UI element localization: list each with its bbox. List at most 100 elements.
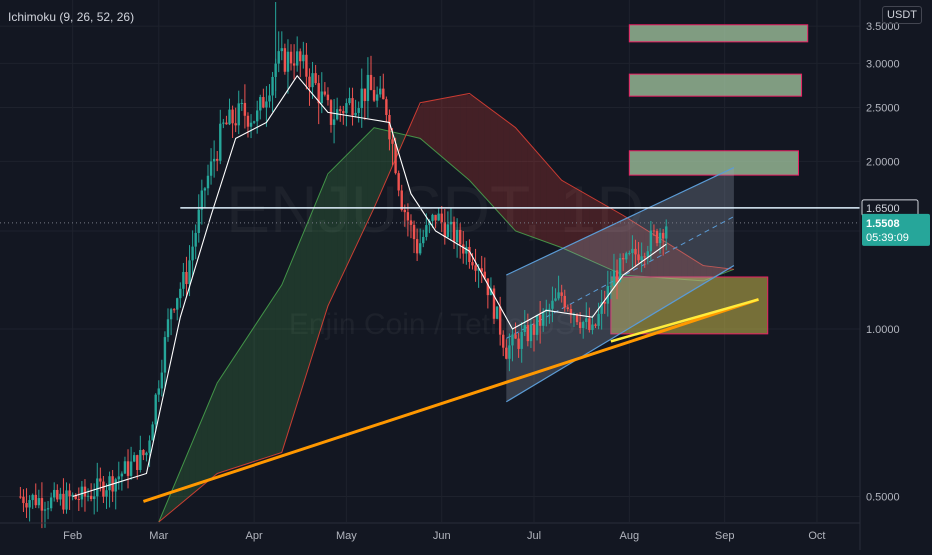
candle-body	[431, 214, 434, 221]
candle-body	[255, 110, 259, 122]
candle-body	[252, 121, 256, 123]
candle-body	[46, 508, 50, 510]
cloud-segment	[294, 240, 301, 414]
candle-body	[332, 119, 336, 125]
candle-body	[523, 325, 526, 333]
candle-body	[148, 440, 151, 453]
cloud-segment	[521, 134, 528, 236]
target-zones	[628, 24, 809, 176]
candle-body	[197, 209, 200, 233]
candle-body	[532, 324, 536, 335]
candle-body	[609, 285, 613, 287]
candle-body	[74, 494, 77, 500]
x-tick-label: Aug	[620, 530, 640, 542]
cloud-segment	[693, 259, 701, 281]
candle-body	[142, 449, 145, 456]
candle-body	[597, 313, 600, 326]
candle-body	[56, 489, 59, 500]
candle-body	[538, 315, 542, 326]
candle-body	[225, 122, 228, 125]
candle-body	[652, 230, 656, 232]
candle-body	[271, 76, 274, 96]
candle-body	[194, 232, 197, 247]
cloud-segment	[675, 248, 682, 280]
candle-body	[440, 213, 443, 223]
candle-body	[634, 248, 637, 255]
cloud-segment	[207, 390, 215, 482]
candle-body	[126, 461, 130, 476]
candle-body	[560, 292, 563, 296]
candle-body	[618, 257, 622, 282]
candle-body	[259, 97, 262, 111]
candle-body	[292, 63, 296, 66]
candle-body	[425, 225, 428, 237]
candle-body	[151, 424, 154, 441]
candle-body	[308, 76, 311, 88]
cloud-segment	[558, 176, 565, 250]
cloud-segment	[177, 463, 184, 507]
cloud-segment	[429, 99, 436, 152]
candle-body	[409, 220, 413, 225]
cloud-segment	[472, 95, 479, 191]
cloud-segment	[220, 368, 227, 473]
candle-body	[594, 324, 597, 326]
candle-body	[216, 158, 219, 161]
cloud-segment	[706, 265, 713, 280]
cloud-segment	[226, 359, 233, 471]
cloud-segment	[533, 148, 541, 240]
candle-body	[222, 122, 225, 124]
candle-body	[172, 309, 176, 311]
candle-body	[89, 495, 93, 499]
candle-body	[179, 288, 182, 299]
cloud-segment	[410, 109, 418, 138]
candle-body	[357, 108, 360, 113]
candle-body	[382, 88, 385, 100]
y-tick-label: 0.5000	[866, 492, 900, 504]
candle-body	[517, 338, 520, 349]
candle-body	[502, 334, 505, 348]
candle-body	[606, 286, 610, 304]
indicator-label[interactable]: Ichimoku (9, 26, 52, 26)	[8, 10, 135, 24]
candle-body	[480, 268, 483, 272]
x-axis[interactable]: Feb Mar Apr May Jun Jul Aug Sep Oct	[0, 522, 860, 542]
candle-body	[508, 345, 511, 359]
current-price-box	[862, 213, 930, 246]
candle-body	[166, 319, 170, 338]
currency-button[interactable]: USDT	[882, 6, 922, 24]
candle-body	[283, 48, 287, 72]
cloud-segment	[460, 93, 467, 178]
cloud-segment	[484, 104, 491, 204]
x-tick-label: Mar	[149, 530, 168, 542]
cloud-segment	[287, 255, 295, 433]
candle-body	[86, 495, 90, 497]
candle-body	[34, 494, 37, 506]
cloud-segment	[355, 139, 362, 248]
candle-body	[603, 302, 606, 304]
candle-body	[415, 239, 419, 254]
candle-body	[326, 94, 330, 101]
candle-body	[169, 309, 173, 320]
candle-body	[289, 51, 293, 64]
cloud-segment	[275, 284, 282, 455]
candle-body	[526, 325, 530, 342]
cloud-segment	[447, 96, 455, 168]
candle-body	[277, 51, 280, 64]
cloud-segment	[374, 127, 381, 208]
candle-body	[548, 308, 551, 310]
candle-body	[228, 109, 231, 125]
y-axis[interactable]: 0.50001.00001.50002.00002.50003.00003.50…	[859, 0, 900, 550]
cloud-segment	[583, 192, 590, 260]
support-diagonal	[610, 298, 759, 343]
price-levels	[0, 207, 860, 224]
candle-body	[505, 347, 508, 359]
candle-body	[625, 253, 628, 260]
cloud-segment	[171, 478, 178, 512]
candle-body	[498, 306, 502, 335]
cloud-segment	[386, 130, 393, 180]
candle-body	[80, 486, 84, 500]
x-tick-label: Oct	[808, 530, 825, 542]
cloud-segment	[435, 98, 442, 157]
candle-body	[489, 288, 493, 296]
